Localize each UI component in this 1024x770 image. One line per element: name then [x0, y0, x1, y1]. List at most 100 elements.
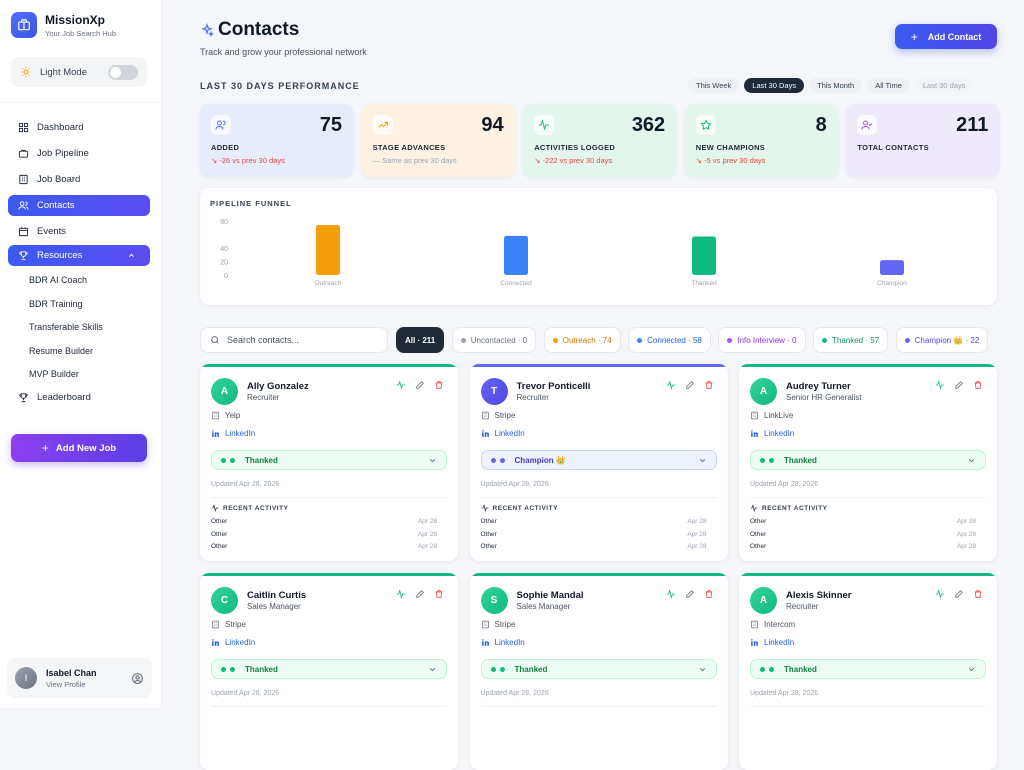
- bar-connected[interactable]: [504, 235, 528, 275]
- period-this-week[interactable]: This Week: [688, 78, 740, 93]
- linkedin-link[interactable]: LinkedIn: [764, 429, 795, 438]
- y-tick-label: 40: [220, 246, 228, 253]
- activity-row: Other Apr 28: [481, 543, 707, 550]
- period-all-time[interactable]: All Time: [867, 78, 910, 93]
- activity-date: Apr 28: [687, 518, 707, 525]
- sidebar-item-dashboard[interactable]: Dashboard: [8, 117, 150, 138]
- stat-value: 362: [631, 114, 666, 136]
- filter-chip[interactable]: Thanked · 57: [813, 327, 889, 353]
- bar-thanked[interactable]: [692, 236, 716, 275]
- status-dropdown[interactable]: Thanked: [480, 659, 717, 679]
- linkedin-link[interactable]: LinkedIn: [764, 638, 795, 647]
- stat-card-total-contacts[interactable]: 211 TOTAL CONTACTS: [846, 104, 1000, 177]
- view-profile-link[interactable]: View Profile: [46, 679, 86, 689]
- sidebar-subitem-transferable-skills[interactable]: Transferable Skills: [29, 322, 103, 333]
- light-mode-switch[interactable]: [108, 64, 138, 80]
- sidebar-subitem-mvp-builder[interactable]: MVP Builder: [29, 369, 79, 380]
- profile-card[interactable]: I Isabel Chan View Profile: [7, 658, 152, 698]
- sidebar-subitem-resume-builder[interactable]: Resume Builder: [29, 345, 94, 356]
- linkedin-link[interactable]: LinkedIn: [494, 638, 525, 647]
- status-dropdown[interactable]: Thanked: [211, 659, 447, 679]
- log-activity-icon[interactable]: [396, 589, 406, 599]
- filter-chip[interactable]: Uncontacted · 0: [451, 327, 537, 353]
- period-this-month[interactable]: This Month: [809, 78, 863, 93]
- status-dropdown[interactable]: Thanked: [750, 450, 986, 470]
- edit-icon[interactable]: [954, 589, 964, 599]
- chart-title: PIPELINE FUNNEL: [210, 199, 292, 208]
- activity-row: Other Apr 28: [750, 543, 976, 550]
- edit-icon[interactable]: [415, 380, 425, 390]
- filter-chip-label: Champion 👑 · 22: [914, 335, 980, 345]
- contact-card[interactable]: C Caitlin Curtis Sales Manager Stripe Linked…: [200, 573, 458, 770]
- sidebar-item-job-board[interactable]: Job Board: [8, 169, 150, 190]
- log-activity-icon[interactable]: [935, 380, 945, 390]
- period-last-30-days[interactable]: Last 30 Days: [744, 78, 805, 93]
- log-activity-icon[interactable]: [935, 589, 945, 599]
- sidebar-item-events[interactable]: Events: [8, 221, 150, 242]
- linkedin-link[interactable]: LinkedIn: [494, 429, 525, 438]
- stat-value: 8: [815, 114, 827, 136]
- sidebar-subitem-bdr-ai-coach[interactable]: BDR AI Coach: [29, 275, 88, 285]
- trash-icon[interactable]: [434, 589, 444, 599]
- add-new-job-button[interactable]: + Add New Job: [11, 434, 147, 462]
- edit-icon[interactable]: [685, 589, 695, 599]
- user-circle-icon[interactable]: [131, 672, 144, 685]
- avatar: A: [750, 587, 777, 614]
- sidebar-item-contacts[interactable]: Contacts: [8, 195, 150, 216]
- contact-card[interactable]: A Audrey Turner Senior HR Generalist LinkLi…: [739, 364, 997, 561]
- filter-chip[interactable]: Info Interview · 0: [718, 327, 806, 353]
- filter-chip[interactable]: All · 211: [396, 327, 445, 353]
- company-row: Yelp: [211, 411, 240, 420]
- trash-icon[interactable]: [434, 380, 444, 390]
- brand[interactable]: MissionXp Your Job Search Hub: [11, 12, 116, 38]
- trash-icon[interactable]: [704, 380, 714, 390]
- bar-outreach[interactable]: [316, 225, 340, 275]
- sidebar-item-resources[interactable]: Resources: [8, 245, 150, 266]
- stat-delta: ↘ -5 vs prev 30 days: [695, 156, 766, 165]
- search-input[interactable]: [227, 335, 377, 345]
- contact-card[interactable]: A Alexis Skinner Recruiter Intercom LinkedIn…: [739, 573, 997, 770]
- edit-icon[interactable]: [685, 380, 695, 390]
- status-dropdown[interactable]: Thanked: [211, 450, 447, 470]
- activity-row: Other Apr 28: [750, 531, 976, 538]
- trash-icon[interactable]: [973, 589, 983, 599]
- filter-chip[interactable]: Connected · 58: [628, 327, 711, 353]
- sidebar-item-leaderboard[interactable]: Leaderboard: [8, 387, 150, 408]
- status-dots-icon: [760, 666, 778, 672]
- contact-card[interactable]: T Trevor Ponticelli Recruiter Stripe LinkedI…: [469, 364, 728, 561]
- log-activity-icon[interactable]: [666, 589, 676, 599]
- light-mode-label: Light Mode: [40, 66, 88, 78]
- status-label: Thanked: [245, 664, 278, 674]
- page-title: Contacts: [218, 19, 300, 40]
- trash-icon[interactable]: [973, 380, 983, 390]
- sidebar-subitem-bdr-training[interactable]: BDR Training: [29, 298, 83, 309]
- edit-icon[interactable]: [954, 380, 964, 390]
- sidebar-item-job-pipeline[interactable]: Job Pipeline: [8, 143, 150, 164]
- status-dropdown[interactable]: Thanked: [750, 659, 986, 679]
- linkedin-link[interactable]: LinkedIn: [225, 429, 256, 438]
- search-box[interactable]: [200, 327, 388, 353]
- stat-card-new-champions[interactable]: 8 NEW CHAMPIONS ↘ -5 vs prev 30 days: [684, 104, 838, 177]
- stat-card-stage-advances[interactable]: 94 STAGE ADVANCES — Same as prev 30 days: [361, 104, 515, 177]
- stat-card-added[interactable]: 75 ADDED ↘ -26 vs prev 30 days: [200, 104, 353, 177]
- edit-icon[interactable]: [415, 589, 425, 599]
- bar-champion[interactable]: [880, 260, 904, 275]
- divider: [480, 497, 717, 498]
- company-row: Stripe: [481, 411, 515, 420]
- trash-icon[interactable]: [704, 589, 714, 599]
- contact-role: Recruiter: [247, 393, 280, 402]
- stat-card-activities-logged[interactable]: 362 ACTIVITIES LOGGED ↘ -222 vs prev 30 …: [523, 104, 677, 177]
- activity-type: Other: [750, 518, 767, 525]
- log-activity-icon[interactable]: [666, 380, 676, 390]
- filter-chip[interactable]: Champion 👑 · 22: [895, 327, 989, 353]
- search-icon: [211, 336, 219, 344]
- filter-chip[interactable]: Outreach · 74: [543, 327, 621, 353]
- divider: [211, 497, 447, 498]
- linkedin-row: LinkedIn: [211, 638, 255, 647]
- contact-card[interactable]: S Sophie Mandal Sales Manager Stripe LinkedI…: [469, 573, 728, 770]
- status-dropdown[interactable]: Champion 👑: [480, 450, 717, 470]
- add-contact-button[interactable]: + Add Contact: [895, 24, 997, 49]
- contact-card[interactable]: A Ally Gonzalez Recruiter Yelp LinkedIn Thank…: [200, 364, 458, 561]
- log-activity-icon[interactable]: [396, 380, 406, 390]
- linkedin-link[interactable]: LinkedIn: [225, 638, 256, 647]
